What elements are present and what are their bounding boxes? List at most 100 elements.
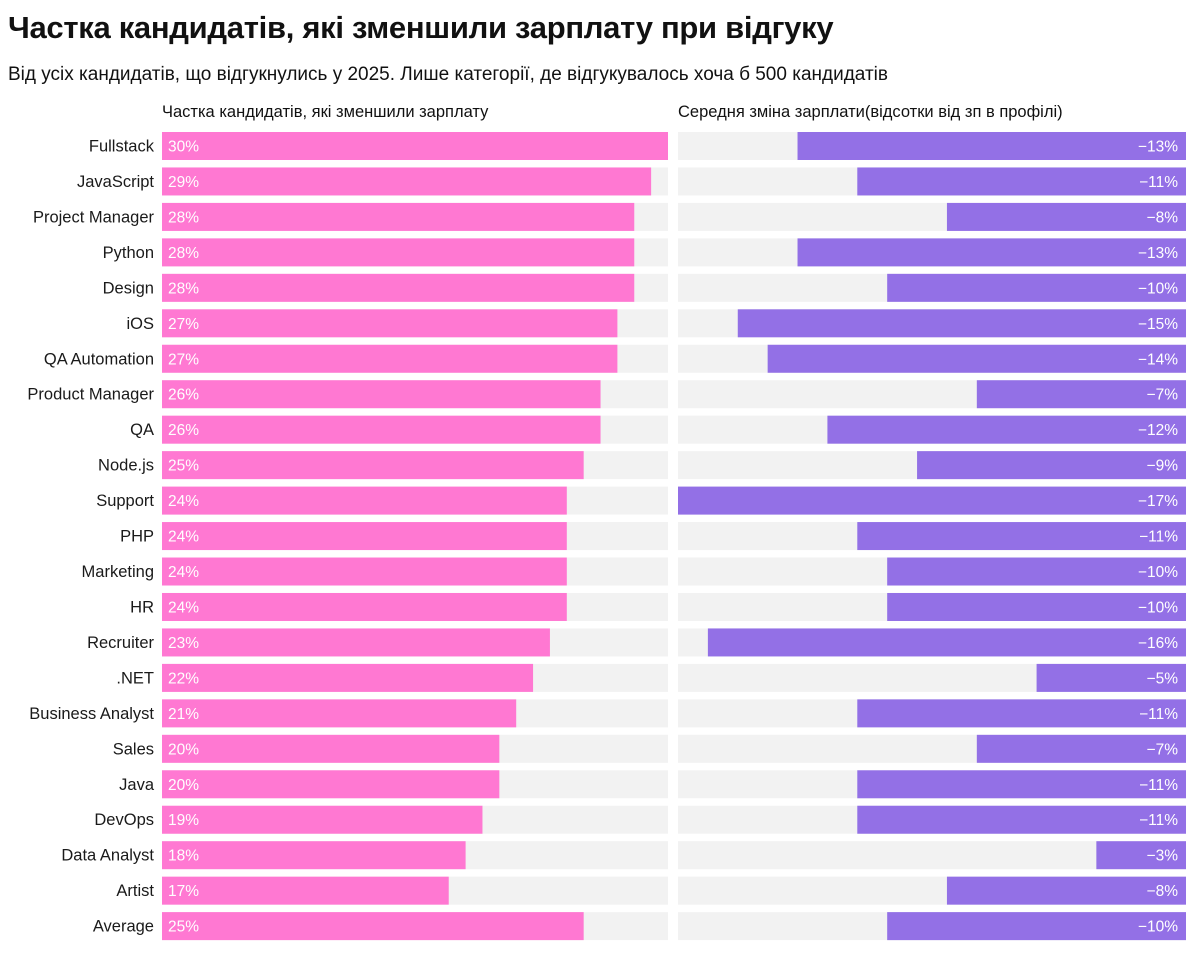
share-value-label: 20% — [168, 741, 199, 758]
share-value-label: 24% — [168, 493, 199, 510]
category-label: Recruiter — [87, 634, 154, 652]
share-value-label: 29% — [168, 174, 199, 191]
salary-change-bar — [1096, 841, 1186, 870]
salary-change-value-label: −9% — [1147, 458, 1179, 475]
share-value-label: 26% — [168, 387, 199, 404]
share-bar — [162, 912, 584, 941]
share-value-label: 27% — [168, 316, 199, 333]
share-value-label: 25% — [168, 458, 199, 475]
category-label: Marketing — [82, 563, 154, 581]
salary-change-bar — [887, 557, 1186, 586]
category-label: .NET — [116, 669, 154, 687]
share-bar — [162, 663, 534, 692]
salary-change-bar — [946, 202, 1186, 231]
salary-change-bar — [857, 770, 1186, 799]
salary-change-column-title: Середня зміна зарплати(відсотки від зп в… — [678, 103, 1063, 121]
share-bar — [162, 344, 618, 373]
share-bar — [162, 734, 500, 763]
share-bar — [162, 876, 449, 905]
share-bar — [162, 451, 584, 480]
salary-change-bar — [887, 592, 1186, 621]
salary-change-value-label: −14% — [1138, 351, 1178, 368]
category-label: Data Analyst — [61, 847, 154, 865]
share-value-label: 17% — [168, 883, 199, 900]
salary-change-bar — [887, 273, 1186, 302]
share-column-title: Частка кандидатів, які зменшили зарплату — [162, 103, 489, 121]
salary-change-value-label: −5% — [1147, 670, 1179, 687]
salary-change-bar — [917, 451, 1186, 480]
category-label: Business Analyst — [29, 705, 154, 723]
share-value-label: 21% — [168, 706, 199, 723]
share-value-label: 22% — [168, 670, 199, 687]
salary-change-value-label: −11% — [1139, 174, 1178, 191]
category-label: Product Manager — [27, 386, 154, 404]
salary-change-bar — [737, 309, 1186, 338]
share-bar — [162, 486, 567, 515]
salary-change-value-label: −17% — [1138, 493, 1178, 510]
share-value-label: 24% — [168, 599, 199, 616]
category-label: QA — [130, 421, 154, 439]
salary-change-value-label: −13% — [1138, 139, 1178, 156]
salary-change-bar — [857, 805, 1186, 834]
share-bar — [162, 699, 517, 728]
category-label: Node.js — [98, 457, 154, 475]
category-label: JavaScript — [77, 173, 154, 191]
salary-change-value-label: −10% — [1138, 564, 1178, 581]
share-bar — [162, 415, 601, 444]
category-label: PHP — [120, 528, 154, 546]
salary-change-bar — [1036, 663, 1186, 692]
salary-change-bar — [797, 238, 1186, 267]
salary-change-bar — [857, 699, 1186, 728]
salary-change-value-label: −3% — [1147, 848, 1179, 865]
salary-change-bar — [827, 415, 1186, 444]
category-label: Python — [103, 244, 154, 262]
salary-change-bar — [857, 167, 1186, 196]
chart-title: Частка кандидатів, які зменшили зарплату… — [8, 10, 834, 45]
share-value-label: 28% — [168, 280, 199, 297]
salary-change-bar — [976, 734, 1186, 763]
salary-change-value-label: −8% — [1147, 209, 1179, 226]
salary-change-value-label: −16% — [1138, 635, 1178, 652]
salary-change-bar — [946, 876, 1186, 905]
share-bar — [162, 592, 567, 621]
salary-change-bar — [707, 628, 1186, 657]
salary-change-bar — [678, 486, 1186, 515]
share-value-label: 28% — [168, 209, 199, 226]
category-label: Sales — [113, 740, 154, 758]
share-bar — [162, 557, 567, 586]
share-value-label: 25% — [168, 919, 199, 936]
share-value-label: 18% — [168, 848, 199, 865]
category-label: QA Automation — [44, 350, 154, 368]
salary-change-value-label: −11% — [1139, 706, 1178, 723]
share-bar — [162, 380, 601, 409]
category-label: Design — [103, 279, 154, 297]
share-value-label: 28% — [168, 245, 199, 262]
share-bar — [162, 805, 483, 834]
share-bar — [162, 770, 500, 799]
category-label: Java — [119, 776, 155, 794]
salary-change-value-label: −10% — [1138, 280, 1178, 297]
category-label: iOS — [126, 315, 154, 333]
salary-change-bar — [797, 132, 1186, 160]
category-label: DevOps — [94, 811, 154, 829]
salary-change-value-label: −8% — [1147, 883, 1179, 900]
share-value-label: 24% — [168, 529, 199, 546]
share-value-label: 27% — [168, 351, 199, 368]
salary-change-bar — [857, 522, 1186, 551]
share-bar — [162, 273, 635, 302]
share-bar — [162, 628, 550, 657]
share-bar — [162, 841, 466, 870]
share-bar — [162, 309, 618, 338]
share-value-label: 26% — [168, 422, 199, 439]
salary-change-bar — [887, 912, 1186, 941]
share-value-label: 20% — [168, 777, 199, 794]
share-bar — [162, 202, 635, 231]
share-bar — [162, 238, 635, 267]
salary-change-value-label: −15% — [1138, 316, 1178, 333]
salary-change-bar — [976, 380, 1186, 409]
share-value-label: 30% — [168, 139, 199, 156]
category-label: Fullstack — [89, 138, 155, 156]
category-label: HR — [130, 598, 154, 616]
salary-change-value-label: −11% — [1139, 812, 1178, 829]
